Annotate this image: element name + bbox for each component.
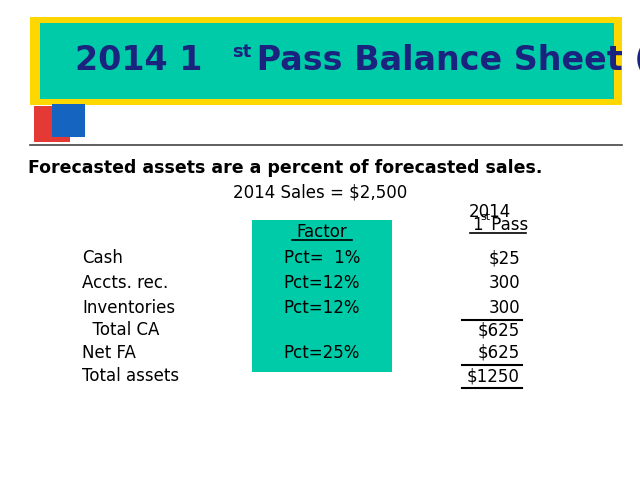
Text: 1: 1 xyxy=(472,216,483,234)
Text: Pass: Pass xyxy=(486,216,528,234)
Text: Pct=  1%: Pct= 1% xyxy=(284,249,360,267)
Text: st: st xyxy=(480,212,490,222)
Text: Pct=25%: Pct=25% xyxy=(284,344,360,362)
Text: Pass Balance Sheet (Assets): Pass Balance Sheet (Assets) xyxy=(245,45,640,77)
Text: Total CA: Total CA xyxy=(82,321,159,339)
Text: $25: $25 xyxy=(488,249,520,267)
Text: 300: 300 xyxy=(488,274,520,292)
Text: 2014 1: 2014 1 xyxy=(75,45,202,77)
Text: 2014 Sales = $2,500: 2014 Sales = $2,500 xyxy=(233,183,407,201)
Text: Accts. rec.: Accts. rec. xyxy=(82,274,168,292)
Text: $1250: $1250 xyxy=(467,367,520,385)
Text: Factor: Factor xyxy=(296,223,348,241)
Text: Cash: Cash xyxy=(82,249,123,267)
Text: 2014: 2014 xyxy=(469,203,511,221)
Text: 300: 300 xyxy=(488,299,520,317)
Text: Total assets: Total assets xyxy=(82,367,179,385)
Text: Pct=12%: Pct=12% xyxy=(284,299,360,317)
Text: Forecasted assets are a percent of forecasted sales.: Forecasted assets are a percent of forec… xyxy=(28,159,542,177)
FancyBboxPatch shape xyxy=(252,220,392,372)
Text: Net FA: Net FA xyxy=(82,344,136,362)
FancyBboxPatch shape xyxy=(52,104,85,137)
Text: Pct=12%: Pct=12% xyxy=(284,274,360,292)
FancyBboxPatch shape xyxy=(30,17,622,105)
Text: $625: $625 xyxy=(477,321,520,339)
Text: $625: $625 xyxy=(477,344,520,362)
Text: st: st xyxy=(232,43,252,61)
Text: Inventories: Inventories xyxy=(82,299,175,317)
FancyBboxPatch shape xyxy=(40,23,614,99)
FancyBboxPatch shape xyxy=(34,106,70,142)
